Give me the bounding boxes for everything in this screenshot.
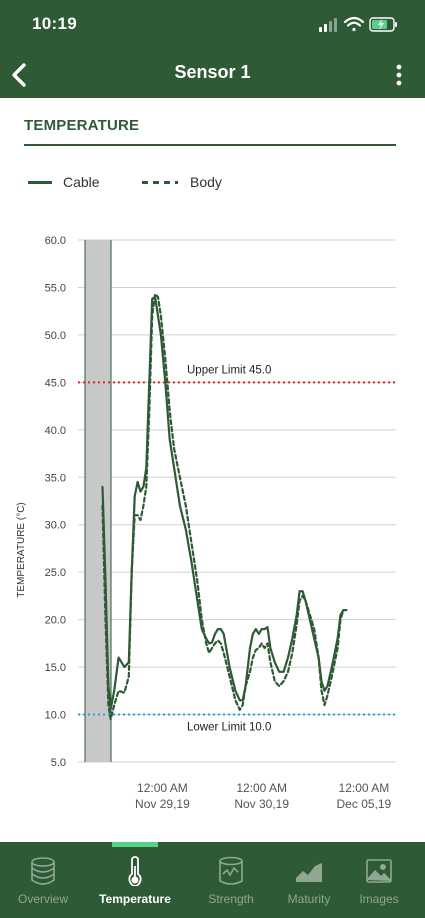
y-tick-label: 25.0 bbox=[45, 567, 66, 579]
series-line-body bbox=[101, 293, 348, 721]
thermometer-icon bbox=[128, 856, 142, 886]
upper-limit-label: Upper Limit 45.0 bbox=[187, 364, 271, 376]
more-options-button[interactable] bbox=[391, 62, 407, 88]
tab-strength-label: Strength bbox=[208, 892, 254, 906]
tab-overview-label: Overview bbox=[17, 892, 68, 906]
series-line-cable bbox=[101, 295, 345, 710]
legend-solid-line-icon bbox=[28, 181, 52, 184]
y-tick-label: 50.0 bbox=[45, 330, 66, 342]
legend-label-body: Body bbox=[190, 174, 222, 190]
active-tab-indicator bbox=[112, 842, 158, 847]
y-tick-label: 30.0 bbox=[45, 520, 66, 532]
status-icons bbox=[319, 16, 397, 32]
legend-label-cable: Cable bbox=[63, 174, 100, 190]
page-title: Sensor 1 bbox=[174, 62, 251, 82]
status-time: 10:19 bbox=[32, 14, 77, 33]
tab-strength[interactable]: Strength bbox=[184, 842, 278, 918]
strength-cylinder-icon bbox=[219, 856, 243, 885]
tab-maturity[interactable]: Maturity bbox=[278, 842, 340, 918]
tab-maturity-label: Maturity bbox=[287, 892, 331, 906]
tab-temperature-label: Temperature bbox=[99, 892, 171, 906]
signal-icon bbox=[319, 18, 337, 32]
legend-dashed-line-icon bbox=[142, 181, 178, 184]
tab-images[interactable]: Images bbox=[340, 842, 418, 918]
y-tick-label: 40.0 bbox=[45, 425, 66, 437]
lower-limit-label: Lower Limit 10.0 bbox=[187, 722, 271, 734]
y-tick-label: 60.0 bbox=[45, 235, 66, 247]
back-button[interactable] bbox=[6, 58, 36, 92]
x-tick-time: 12:00 AM bbox=[236, 781, 287, 795]
x-tick-time: 12:00 AM bbox=[339, 781, 390, 795]
chevron-left-icon bbox=[12, 63, 26, 87]
y-axis-label: TEMPERATURE (°C) bbox=[16, 502, 27, 597]
y-tick-label: 5.0 bbox=[51, 757, 66, 769]
top-bar: 10:19 Sensor 1 bbox=[0, 0, 425, 98]
y-tick-label: 45.0 bbox=[45, 377, 66, 389]
y-tick-label: 15.0 bbox=[45, 662, 66, 674]
wifi-icon bbox=[343, 16, 365, 32]
database-icon bbox=[31, 857, 55, 885]
more-vertical-icon bbox=[396, 64, 402, 86]
tab-temperature[interactable]: Temperature bbox=[86, 842, 184, 918]
image-icon bbox=[366, 859, 392, 883]
x-tick-date: Nov 29,19 bbox=[135, 797, 190, 811]
maturity-area-chart-icon bbox=[296, 863, 322, 882]
section-divider bbox=[24, 144, 396, 146]
tab-overview[interactable]: Overview bbox=[0, 842, 86, 918]
x-tick-date: Dec 05,19 bbox=[337, 797, 392, 811]
battery-icon bbox=[369, 17, 397, 32]
x-tick-time: 12:00 AM bbox=[137, 781, 188, 795]
y-tick-label: 20.0 bbox=[45, 615, 66, 627]
y-tick-label: 10.0 bbox=[45, 710, 66, 722]
x-tick-date: Nov 30,19 bbox=[234, 797, 289, 811]
section-title: TEMPERATURE bbox=[24, 117, 140, 134]
bottom-tab-bar: Overview Temperature Strength Maturity I… bbox=[0, 842, 425, 918]
tab-images-label: Images bbox=[359, 892, 399, 906]
temperature-chart[interactable]: TEMPERATURE (°C) Upper Limit 45.0 Lower L… bbox=[0, 220, 425, 820]
y-tick-label: 55.0 bbox=[45, 282, 66, 294]
y-tick-label: 35.0 bbox=[45, 472, 66, 484]
